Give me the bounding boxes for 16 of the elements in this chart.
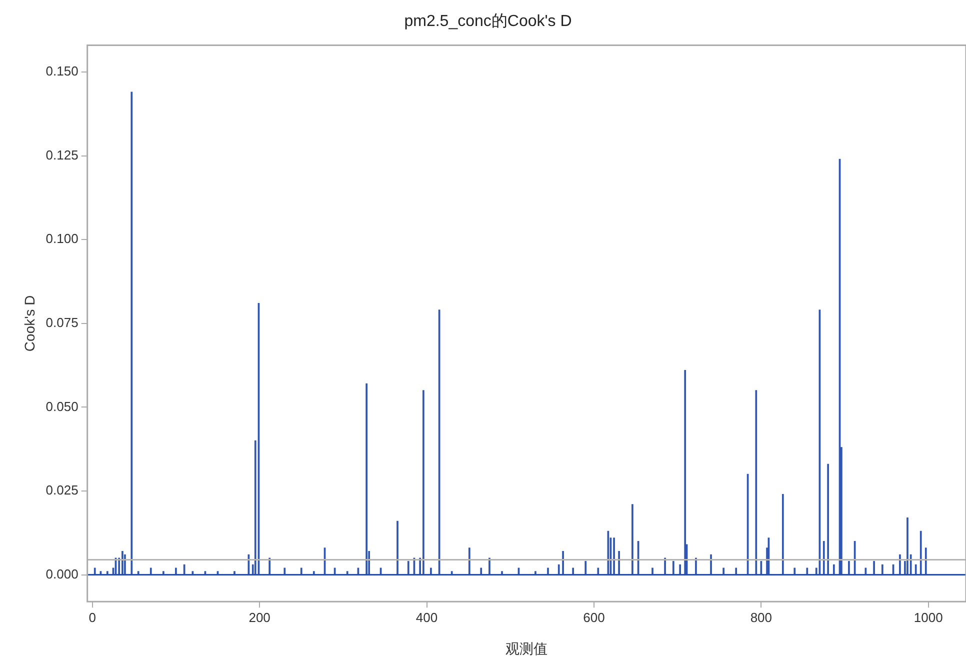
x-tick-label: 0 [88, 610, 96, 625]
x-tick-label: 800 [750, 610, 772, 625]
x-tick-label: 400 [416, 610, 438, 625]
y-tick-label: 0.025 [46, 482, 78, 498]
x-tick-label: 1000 [914, 610, 943, 625]
y-tick-label: 0.050 [46, 398, 78, 414]
y-tick-label: 0.100 [46, 231, 78, 246]
x-tick-label: 600 [583, 610, 605, 625]
y-tick-label: 0.125 [46, 147, 78, 162]
y-tick-label: 0.000 [46, 566, 78, 582]
chart-title: pm2.5_conc的Cook's D [404, 13, 572, 30]
x-tick-label: 200 [248, 610, 270, 625]
y-tick-label: 0.150 [46, 64, 78, 79]
y-tick-label: 0.075 [46, 314, 78, 330]
y-axis-title: Cook's D [21, 295, 38, 352]
x-axis-title: 观测值 [506, 640, 548, 656]
